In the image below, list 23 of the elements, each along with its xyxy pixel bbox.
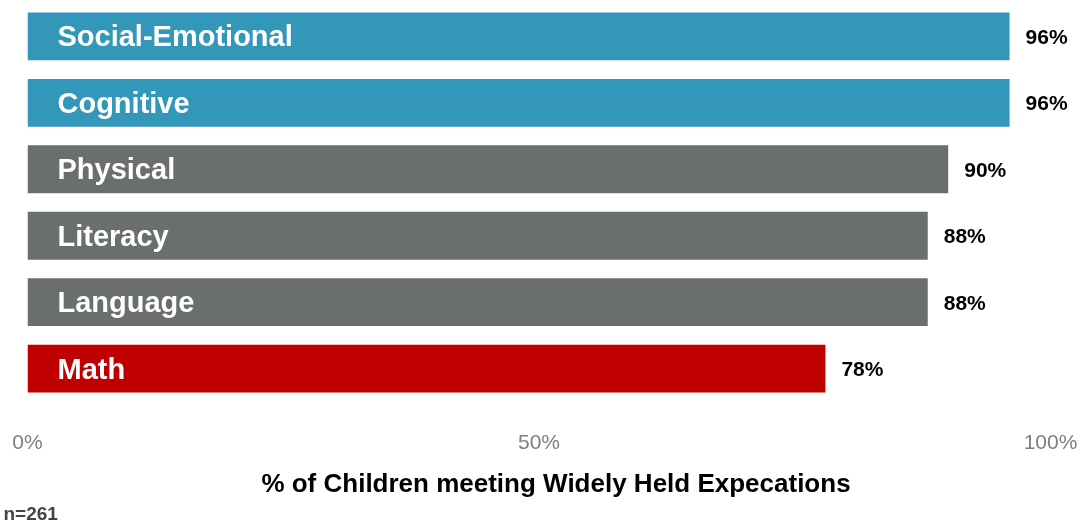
bar [27, 78, 1010, 127]
y-tick-label: Language [57, 286, 195, 319]
y-tick-label: Social-Emotional [57, 20, 293, 53]
text: n=261 [3, 502, 59, 523]
data-label: 78% [841, 357, 884, 381]
data-label: 90% [964, 157, 1007, 181]
y-tick-label: Math [57, 352, 126, 385]
y-tick-label: Cognitive [57, 86, 190, 119]
x-axis-title: % of Children meeting Widely Held Expecations [261, 467, 851, 498]
x-tick-label: 100% [1023, 429, 1078, 453]
y-tick-label: Literacy [57, 219, 169, 252]
x-tick-label: 50% [517, 429, 561, 453]
y-tick-label: Physical [57, 153, 176, 186]
bar [27, 12, 1010, 61]
x-tick-label: 0% [12, 429, 43, 453]
data-label: 88% [943, 224, 987, 248]
data-label: 96% [1025, 24, 1068, 48]
bar [27, 145, 949, 194]
data-label: 96% [1025, 91, 1068, 115]
bar [27, 211, 928, 260]
bar [27, 278, 928, 327]
data-label: 88% [943, 290, 987, 314]
bar [27, 344, 826, 393]
